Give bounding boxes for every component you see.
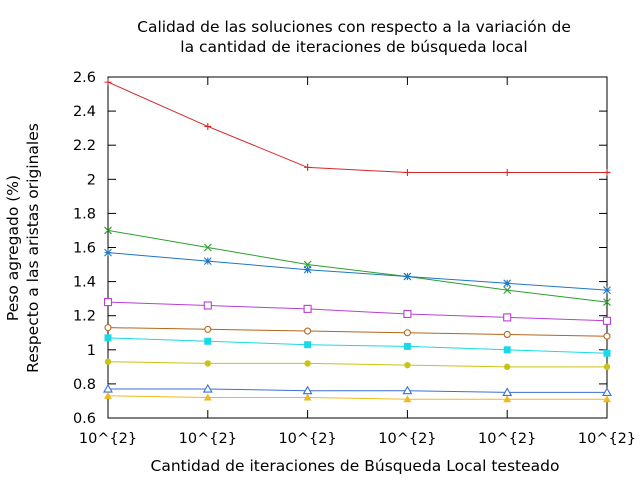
y-tick-label: 1 (87, 343, 96, 359)
data-point (504, 363, 511, 371)
y-tick-label: 2 (87, 172, 96, 188)
series-1 (104, 78, 611, 176)
data-point (304, 163, 312, 171)
data-point (104, 324, 112, 332)
data-point (503, 279, 512, 288)
data-point (603, 332, 611, 340)
data-point (304, 327, 312, 335)
data-point (104, 334, 112, 342)
y-tick-label: 2.4 (73, 104, 96, 120)
series-2 (104, 226, 611, 306)
series-3 (104, 248, 611, 295)
data-point (503, 346, 511, 354)
data-point (603, 286, 611, 295)
series-7 (104, 358, 611, 371)
series-5 (104, 324, 611, 340)
x-tick-label: 10^{2} (578, 431, 636, 447)
data-point (602, 316, 612, 325)
y-tick-label: 2.6 (73, 70, 96, 86)
chart-title-line-2: la cantidad de iteraciones de búsqueda l… (180, 38, 527, 56)
data-point (203, 243, 212, 252)
y-tick-label: 1.8 (73, 206, 96, 222)
y-tick-label: 1.6 (73, 241, 96, 257)
series-9 (104, 391, 611, 403)
y-tick-label: 0.8 (73, 377, 96, 393)
series-8 (103, 383, 612, 396)
data-point (203, 393, 212, 401)
x-tick-label: 10^{2} (278, 431, 336, 447)
x-tick-label: 10^{2} (179, 431, 237, 447)
y-axis-label: Peso agregado (%) Respecto a las aristas… (4, 123, 42, 373)
data-point (303, 304, 312, 313)
data-point (203, 301, 212, 310)
series-6 (104, 334, 611, 357)
series-line (108, 388, 607, 393)
y-axis-label-line-1: Peso agregado (%) (4, 175, 22, 321)
chart-title-line-1: Calidad de las soluciones con respecto a… (137, 18, 571, 36)
data-point (104, 226, 112, 235)
data-point (303, 393, 312, 401)
data-point (103, 298, 113, 307)
y-axis-label-line-2: Respecto a las aristas originales (24, 123, 42, 373)
series-line (107, 229, 608, 303)
data-point (403, 309, 412, 319)
series-4 (103, 298, 612, 325)
series-line (107, 327, 608, 337)
series-line (107, 361, 607, 368)
data-point (403, 342, 411, 350)
data-point (104, 248, 112, 257)
data-point (104, 78, 112, 86)
data-point (203, 257, 212, 266)
data-point (104, 391, 112, 399)
y-tick-label: 1.2 (73, 309, 96, 325)
data-point (503, 395, 512, 403)
data-point (403, 168, 411, 176)
data-point (603, 395, 611, 403)
y-tick-label: 2.2 (73, 138, 96, 154)
data-point (402, 385, 413, 395)
data-point (202, 383, 213, 393)
data-point (303, 265, 312, 274)
x-axis-label: Cantidad de iteraciones de Búsqueda Loca… (151, 457, 560, 475)
series-line (107, 395, 607, 400)
data-point (304, 341, 312, 349)
data-point (603, 298, 611, 306)
data-point (503, 330, 511, 339)
data-point (204, 337, 212, 345)
data-point (204, 360, 211, 367)
data-point (403, 329, 411, 337)
x-tick-label: 10^{2} (378, 431, 436, 447)
y-tick-label: 1.4 (73, 275, 96, 291)
series-line (107, 252, 608, 291)
data-point (503, 286, 512, 295)
data-point (403, 395, 412, 403)
data-point (503, 168, 511, 176)
data-point (603, 168, 611, 176)
series-line (107, 337, 608, 354)
chart-title: Calidad de las soluciones con respecto a… (137, 18, 571, 56)
data-point (304, 360, 311, 367)
data-point (404, 361, 411, 369)
series-line (107, 81, 607, 173)
data-point (503, 313, 512, 322)
data-point (403, 272, 412, 281)
data-point (603, 349, 611, 357)
y-tick-label: 0.6 (73, 411, 96, 427)
data-point (603, 363, 611, 371)
data-point (104, 358, 112, 365)
series-layer (103, 78, 612, 403)
x-tick-label: 10^{2} (478, 431, 536, 447)
x-tick-label: 10^{2} (79, 431, 137, 447)
series-line (107, 301, 608, 322)
plot-area: 0.6 0.8 1 1.2 1.4 1.6 1.8 2 2.2 2.4 2.6 10^{2} 10^{2… (73, 70, 636, 447)
data-point (204, 325, 212, 333)
data-point (204, 122, 212, 130)
